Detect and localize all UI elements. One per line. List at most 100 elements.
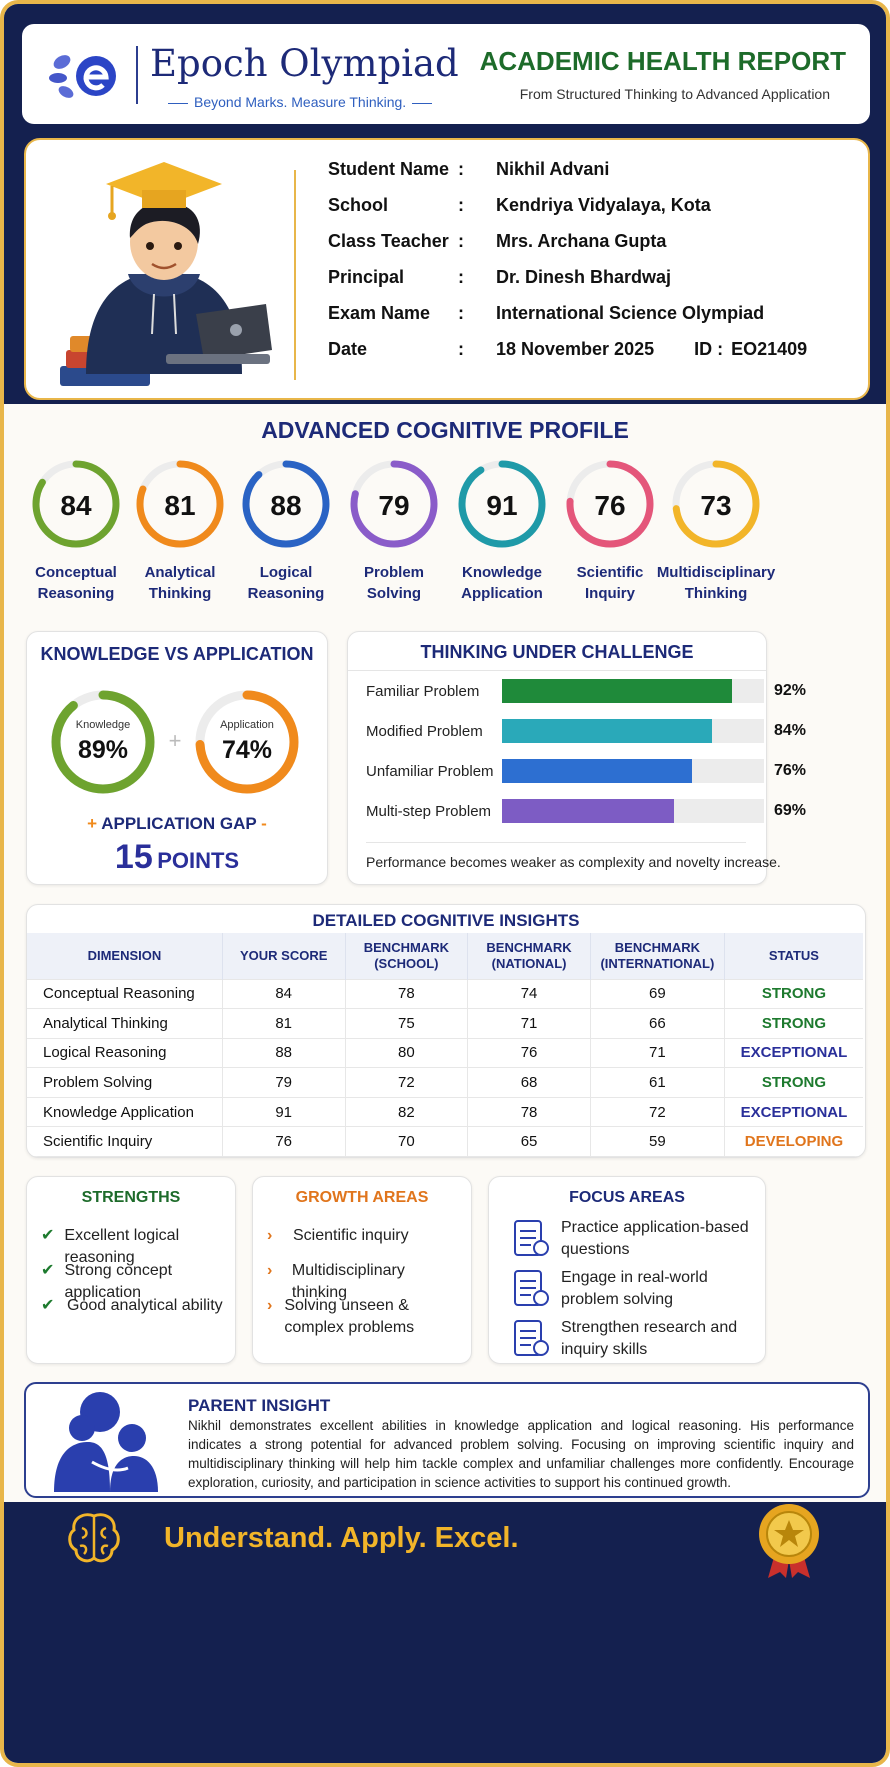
check-icon: ✔ <box>41 1297 55 1314</box>
profile-label-line2: Thinking <box>148 585 212 602</box>
cognitive-profile-title: ADVANCED COGNITIVE PROFILE <box>261 417 629 443</box>
info-label: Class Teacher <box>328 230 449 251</box>
profile-ring-item: 88 Logical Reasoning <box>226 456 346 616</box>
profile-label-line2: Reasoning <box>37 585 115 602</box>
challenge-bar-track <box>501 759 764 783</box>
cell-benchmark-school: 68 <box>345 1156 469 1157</box>
cell-dimension: Multidisciplinary Thinking <box>27 1156 223 1157</box>
student-info-row: Exam Name: International Science Olympiad <box>328 298 764 328</box>
student-id-label: ID : <box>694 338 724 359</box>
profile-score: 73 <box>700 490 731 521</box>
cell-your-score: 76 <box>222 1126 346 1157</box>
challenge-bar-label: Unfamiliar Problem <box>366 762 494 780</box>
cell-benchmark-international: 72 <box>590 1096 725 1127</box>
strength-item: ✔ Good analytical ability <box>41 1295 223 1317</box>
gap-number: 15 <box>114 838 153 876</box>
cell-your-score: 91 <box>222 1096 346 1127</box>
info-value: Dr. Dinesh Bhardwaj <box>496 266 672 287</box>
strength-item: ✔ Strong concept application <box>41 1260 235 1304</box>
challenge-bar-fill <box>501 799 675 823</box>
challenge-note: Performance becomes weaker as complexity… <box>366 854 781 870</box>
profile-label-line1: Analytical <box>144 564 216 581</box>
knowledge-ring-arc <box>51 690 155 794</box>
info-value: Mrs. Archana Gupta <box>496 230 667 251</box>
col-status: STATUS <box>724 933 863 979</box>
cell-benchmark-national: 78 <box>467 1096 591 1127</box>
cell-benchmark-national: 63 <box>467 1156 591 1157</box>
chevron-right-icon: › <box>267 1227 273 1244</box>
profile-ring: 91 <box>458 460 546 548</box>
growth-title: GROWTH AREAS <box>295 1189 429 1206</box>
profile-score: 88 <box>270 490 301 521</box>
cell-benchmark-national: 74 <box>467 978 591 1009</box>
profile-ring-item: 79 Problem Solving <box>334 456 454 616</box>
table-row: Problem Solving 79 72 68 61 STRONG <box>27 1067 863 1098</box>
cell-dimension: Problem Solving <box>27 1067 223 1098</box>
logo-divider <box>136 46 138 104</box>
cell-benchmark-international: 71 <box>590 1037 725 1068</box>
challenge-bar-label: Familiar Problem <box>366 682 480 700</box>
challenge-bar-fill <box>501 719 712 743</box>
profile-ring-item: 84 Conceptual Reasoning <box>16 456 136 616</box>
knowledge-vs-application-panel: KNOWLEDGE VS APPLICATION Knowledge 89% +… <box>26 631 328 885</box>
challenge-bar-value: 69% <box>773 802 806 819</box>
knowledge-value: 89% <box>78 736 128 764</box>
info-value: International Science Olympiad <box>496 302 765 323</box>
col-benchmark-school: BENCHMARK (SCHOOL) <box>345 933 469 979</box>
challenge-bar-label: Multi-step Problem <box>366 802 492 820</box>
kva-rings: Knowledge 89% + Application 74% <box>51 690 299 794</box>
profile-label-line2: Reasoning <box>247 585 325 602</box>
col-benchmark-national: BENCHMARK (NATIONAL) <box>467 933 591 979</box>
info-colon: : <box>458 194 464 215</box>
growth-areas-panel: GROWTH AREAS › Scientific inquiry › Multidi… <box>252 1176 472 1364</box>
profile-label-line2: Application <box>461 585 543 602</box>
info-label: School <box>328 194 389 215</box>
profile-ring: 84 <box>32 460 120 548</box>
svg-text:+: + <box>169 728 182 753</box>
growth-text: Solving unseen & complex problems <box>284 1297 415 1336</box>
check-icon: ✔ <box>41 1227 55 1244</box>
info-colon: : <box>458 266 464 287</box>
cell-dimension: Conceptual Reasoning <box>27 978 223 1009</box>
profile-ring-arc <box>242 460 330 548</box>
focus-item: Practice application-based questions <box>511 1217 751 1261</box>
strength-text: Strong concept application <box>64 1262 173 1301</box>
profile-label: Problem Solving <box>334 562 454 604</box>
medal-icon <box>759 1504 819 1578</box>
cognitive-insights-panel: DETAILED COGNITIVE INSIGHTS DIMENSION YO… <box>26 904 866 1158</box>
cell-benchmark-international: 66 <box>590 1008 725 1039</box>
profile-label-line1: Knowledge <box>461 564 542 581</box>
parent-insight-title: PARENT INSIGHT <box>188 1396 331 1415</box>
cell-benchmark-national: 65 <box>467 1126 591 1157</box>
growth-item: › Scientific inquiry <box>267 1225 457 1247</box>
profile-ring: 88 <box>242 460 330 548</box>
student-info-row: Principal: Dr. Dinesh Bhardwaj <box>328 262 671 292</box>
info-colon: : <box>458 338 464 359</box>
parent-child-icon <box>54 1392 158 1492</box>
profile-ring: 73 <box>672 460 760 548</box>
parent-insight-box: PARENT INSIGHT Nikhil demonstrates excel… <box>24 1382 870 1498</box>
report-title: ACADEMIC HEALTH REPORT <box>479 46 846 76</box>
profile-ring: 79 <box>350 460 438 548</box>
profile-score: 81 <box>164 490 195 521</box>
cell-status: GROWTH AREA <box>724 1156 863 1157</box>
profile-label-line1: Logical <box>259 564 313 581</box>
student-info-row: Date: 18 November 2025 ID : EO21409 <box>328 334 807 364</box>
growth-item: › Solving unseen & complex problems <box>267 1295 457 1339</box>
application-gap-label: APPLICATION GAP <box>101 814 257 833</box>
profile-ring-arc <box>566 460 654 548</box>
profile-label-line2: Solving <box>366 585 422 602</box>
cell-benchmark-international: 57 <box>590 1156 725 1157</box>
research-icon <box>514 1320 549 1356</box>
info-value: Nikhil Advani <box>496 158 610 179</box>
strength-text: Good analytical ability <box>67 1297 223 1314</box>
profile-score: 91 <box>486 490 517 521</box>
cell-status: STRONG <box>724 1067 863 1098</box>
cell-benchmark-international: 61 <box>590 1067 725 1098</box>
challenge-bar-value: 76% <box>773 762 806 779</box>
profile-score: 79 <box>378 490 409 521</box>
cell-dimension: Scientific Inquiry <box>27 1126 223 1157</box>
cell-status: EXCEPTIONAL <box>724 1096 863 1127</box>
info-colon: : <box>458 158 464 179</box>
cell-your-score: 88 <box>222 1037 346 1068</box>
